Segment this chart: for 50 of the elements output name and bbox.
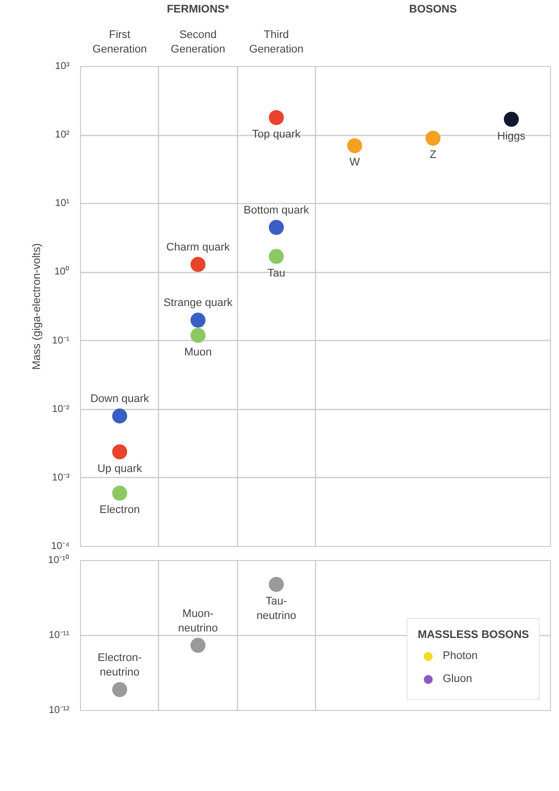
point: [347, 138, 362, 154]
annotation: Tau-neutrino: [256, 595, 296, 622]
annotation: Tau: [267, 267, 286, 280]
point: [504, 112, 519, 127]
text: FERMIONS*: [166, 4, 230, 16]
annotation: Charm quark: [166, 241, 230, 254]
legend-label: Gluon: [442, 673, 472, 685]
point: [112, 486, 128, 501]
annotation: Strange quark: [163, 297, 234, 310]
x-tick-label: First Generation: [92, 29, 147, 56]
y-axis-title: Mass (giga-electron-volts): [31, 243, 44, 370]
annotation: Z: [430, 149, 437, 162]
annotation: Higgs: [497, 130, 526, 142]
point: [112, 682, 128, 698]
annotation: Electron: [99, 504, 140, 516]
x-tick-label: Second Generation: [170, 29, 226, 56]
y-tick-label: 10⁻⁴: [51, 541, 70, 552]
point: [112, 408, 128, 424]
y-tick-label: 10²: [55, 130, 70, 141]
point: [190, 312, 206, 328]
annotation: Bottom quark: [244, 204, 310, 216]
point: [426, 130, 440, 146]
y-tick-label: 10⁰: [54, 266, 70, 278]
point: [190, 638, 206, 653]
y-tick-label: 10⁻¹: [52, 335, 70, 346]
point: [268, 576, 284, 592]
y-tick-label: 10³: [55, 61, 70, 72]
annotation: W: [349, 156, 360, 169]
y-tick-label: 10⁻¹²: [48, 705, 70, 716]
point: [268, 248, 284, 264]
y-tick-label: 10⁻¹⁰: [48, 554, 70, 566]
point: [190, 256, 206, 272]
y-tick-label: 10⁻¹¹: [48, 630, 70, 641]
annotation: Down quark: [90, 393, 150, 405]
annotation: Up quark: [97, 462, 142, 475]
text: BOSONS: [409, 4, 457, 16]
point: [112, 444, 128, 460]
annotation: Top quark: [252, 128, 301, 141]
point: [268, 110, 284, 126]
point: [268, 220, 284, 235]
y-tick-label: 10¹: [55, 198, 70, 210]
legend-label: Photon: [442, 650, 478, 662]
annotation: Muon: [184, 346, 212, 358]
legend-title: MASSLESS BOSONS: [418, 629, 529, 641]
point: [190, 328, 206, 343]
x-tick-label: Third Generation: [249, 29, 304, 56]
y-tick-label: 10⁻³: [52, 472, 70, 484]
y-tick-label: 10⁻²: [52, 404, 70, 415]
annotation: Muon-neutrino: [178, 608, 218, 634]
annotation: Electron-neutrino: [98, 652, 142, 679]
